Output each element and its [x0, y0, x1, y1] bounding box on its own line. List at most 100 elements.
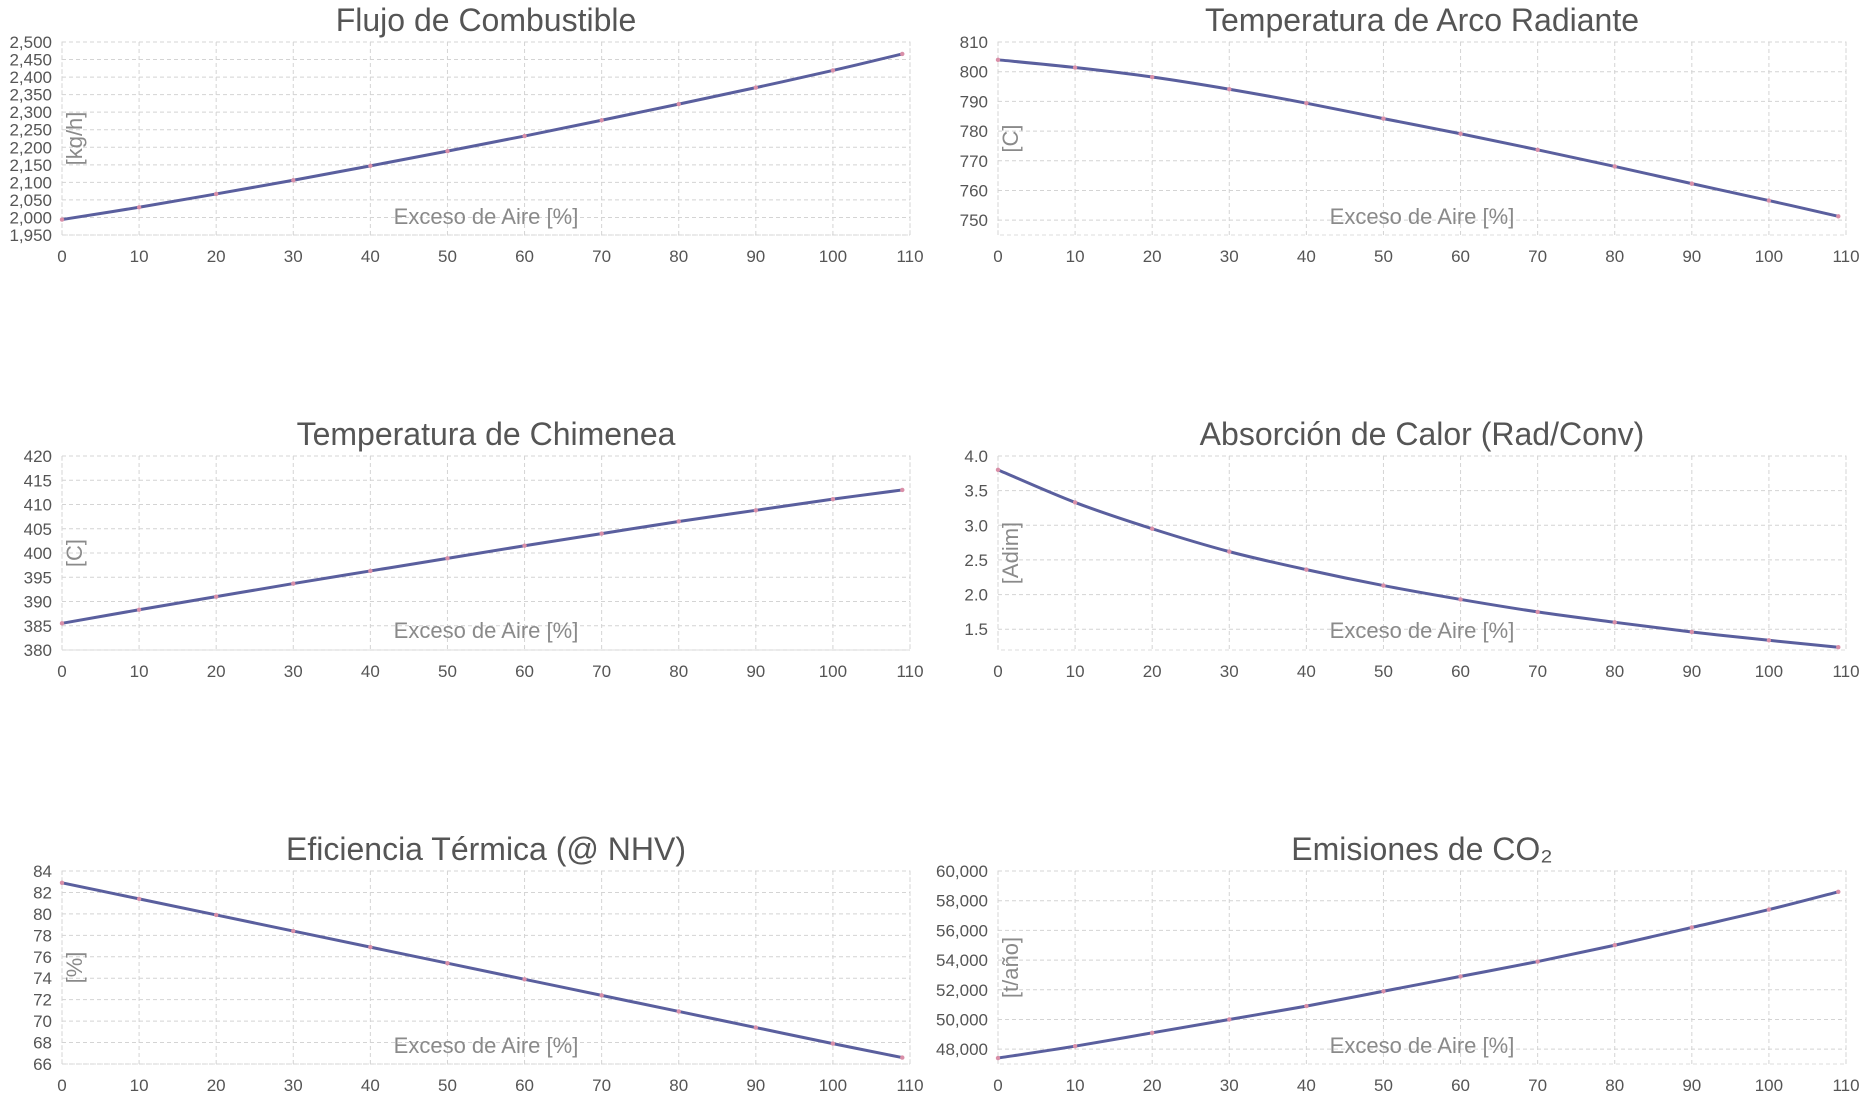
y-tick-label: 770 — [960, 152, 988, 171]
data-point — [291, 581, 296, 586]
data-point — [1836, 889, 1841, 894]
y-tick-label: 2,500 — [9, 33, 52, 52]
x-axis-label: Exceso de Aire [%] — [1330, 1033, 1515, 1058]
y-tick-label: 420 — [24, 447, 52, 466]
y-tick-label: 2,400 — [9, 68, 52, 87]
chart-panel: 0 10 20 30 40 50 60 70 80 90 100 110 1,9502,0002,050… — [9, 2, 923, 266]
data-point — [995, 467, 1001, 473]
chart-panel: 0 10 20 30 40 50 60 70 80 90 100 110 1.5 2.0 2.5 3.0 3.5… — [964, 416, 1859, 681]
data-point — [136, 607, 142, 612]
data-point — [599, 118, 604, 123]
data-point — [1381, 989, 1386, 994]
y-axis-label: [kg/h] — [62, 112, 87, 166]
series-line — [61, 881, 903, 1060]
x-tick-label: 60 — [515, 662, 534, 681]
data-point — [213, 912, 219, 918]
y-tick-label: 2,300 — [9, 103, 52, 122]
x-tick-label: 10 — [130, 247, 149, 266]
y-tick-label: 3.5 — [964, 482, 988, 501]
data-point — [1227, 549, 1232, 554]
series-line — [61, 488, 903, 625]
y-tick-label: 2.5 — [964, 551, 988, 570]
data-point — [1381, 116, 1386, 121]
y-axis-label: [C] — [998, 124, 1023, 152]
data-point — [1458, 597, 1463, 602]
y-tick-label: 395 — [24, 568, 52, 587]
y-tick-label: 54,000 — [936, 951, 988, 970]
chart-title: Flujo de Combustible — [336, 2, 637, 38]
x-tick-label: 30 — [1220, 662, 1239, 681]
x-tick-label: 60 — [515, 247, 534, 266]
y-tick-label: 415 — [24, 471, 52, 490]
data-point — [676, 101, 681, 107]
data-point — [368, 163, 373, 169]
y-tick-label: 2,200 — [9, 138, 52, 157]
data-point — [900, 487, 905, 493]
data-point — [1072, 1043, 1078, 1049]
data-point — [995, 1055, 1001, 1061]
x-tick-label: 100 — [1755, 247, 1783, 266]
data-point — [522, 543, 527, 548]
chart-panel: 0 10 20 30 40 50 60 70 80 90 100 110 48,000 50,000 52,… — [936, 831, 1860, 1095]
y-tick-label: 2,100 — [9, 173, 52, 192]
data-point — [1612, 164, 1617, 169]
y-tick-label: 3.0 — [964, 516, 988, 535]
y-tick-label: 2,350 — [9, 86, 52, 105]
data-point — [1304, 100, 1309, 106]
y-tick-label: 70 — [33, 1012, 52, 1031]
data-point — [830, 68, 836, 73]
x-tick-label: 20 — [207, 662, 226, 681]
x-tick-label: 30 — [1220, 1076, 1239, 1095]
y-tick-label: 2,250 — [9, 121, 52, 140]
data-point — [1149, 74, 1155, 80]
y-axis-label: [t/año] — [998, 937, 1023, 998]
data-point — [1766, 907, 1772, 912]
x-tick-label: 30 — [284, 247, 303, 266]
x-tick-label: 60 — [1451, 247, 1470, 266]
x-tick-label: 80 — [1605, 247, 1624, 266]
y-tick-label: 1.5 — [964, 620, 988, 639]
x-tick-label: 70 — [592, 662, 611, 681]
chart-title: Emisiones de CO₂ — [1291, 831, 1552, 867]
chart-panel: 0 10 20 30 40 50 60 70 80 90 100 110 66 68 70 72 74 76 78 8… — [33, 831, 923, 1095]
data-point — [599, 531, 604, 536]
y-tick-label: 380 — [24, 641, 52, 660]
x-tick-label: 20 — [1143, 662, 1162, 681]
y-tick-label: 790 — [960, 92, 988, 111]
data-point — [1304, 567, 1309, 572]
data-point — [1535, 147, 1540, 152]
y-tick-label: 810 — [960, 33, 988, 52]
data-point — [753, 85, 759, 90]
y-tick-label: 2.0 — [964, 586, 988, 605]
data-point — [1689, 629, 1695, 635]
x-tick-label: 40 — [1297, 1076, 1316, 1095]
y-tick-label: 2,000 — [9, 208, 52, 227]
x-tick-label: 100 — [819, 247, 847, 266]
x-tick-label: 70 — [592, 1076, 611, 1095]
data-point — [1689, 925, 1695, 930]
y-tick-label: 1,950 — [9, 226, 52, 245]
x-tick-label: 70 — [1528, 1076, 1547, 1095]
x-tick-label: 90 — [746, 247, 765, 266]
x-tick-label: 80 — [1605, 1076, 1624, 1095]
data-point — [830, 496, 836, 502]
data-point — [1766, 638, 1772, 643]
data-point — [753, 1025, 759, 1030]
chart-title: Temperatura de Arco Radiante — [1205, 2, 1639, 38]
x-axis-label: Exceso de Aire [%] — [1330, 618, 1515, 643]
data-point — [599, 993, 604, 998]
data-point — [1458, 974, 1463, 979]
x-tick-label: 110 — [896, 247, 923, 266]
x-tick-label: 10 — [130, 1076, 149, 1095]
x-tick-label: 70 — [1528, 662, 1547, 681]
data-point — [900, 1055, 905, 1060]
y-tick-label: 82 — [33, 883, 52, 902]
x-tick-label: 50 — [1374, 662, 1393, 681]
x-tick-label: 100 — [1755, 662, 1783, 681]
x-tick-label: 80 — [1605, 662, 1624, 681]
data-point — [753, 508, 759, 513]
x-tick-label: 0 — [993, 247, 1002, 266]
chart-title: Temperatura de Chimenea — [297, 416, 676, 452]
x-tick-label: 110 — [1832, 247, 1859, 266]
x-tick-label: 10 — [1066, 247, 1085, 266]
